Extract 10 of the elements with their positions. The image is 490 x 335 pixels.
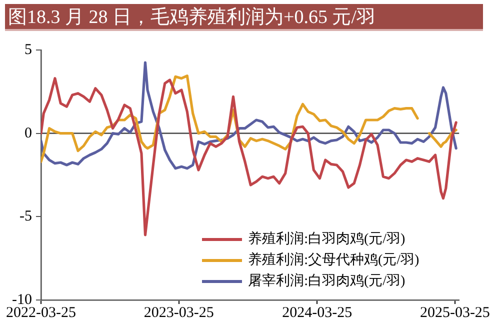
x-tick-label: 2023-03-25	[144, 304, 214, 321]
y-tick-label: -5	[19, 208, 32, 225]
y-tick-label: 5	[24, 42, 32, 58]
x-tick-label: 2025-03-25	[420, 304, 490, 321]
legend-label: 屠宰利润:白羽肉鸡(元/羽)	[248, 272, 406, 291]
x-tick-label: 2024-03-25	[282, 304, 352, 321]
legend-label: 养殖利润:父母代种鸡(元/羽)	[248, 251, 420, 270]
y-tick-label: 0	[24, 125, 32, 142]
legend-label: 养殖利润:白羽肉鸡(元/羽)	[248, 230, 406, 249]
chart-title: 图18.3 月 28 日，毛鸡养殖利润为+0.65 元/羽	[5, 4, 483, 31]
